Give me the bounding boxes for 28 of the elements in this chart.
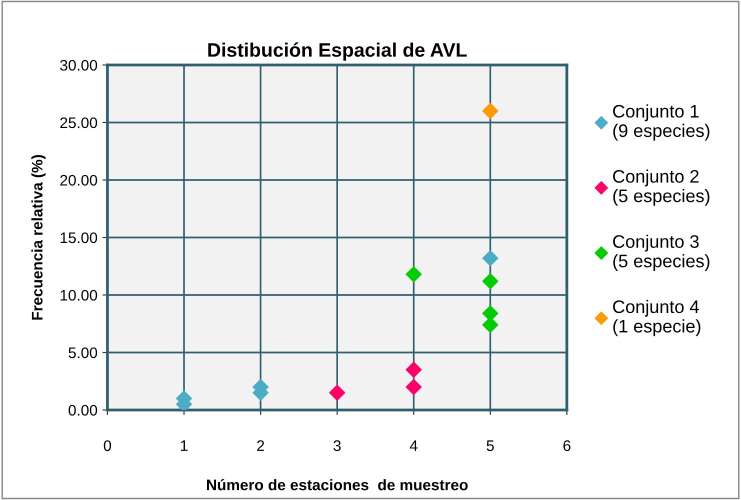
x-tick-label: 5	[486, 440, 494, 452]
y-tick-label: 5.00	[68, 347, 98, 358]
y-axis-title: Frecuencia relativa (%)	[31, 155, 46, 320]
x-tick-label: 6	[563, 440, 570, 452]
legend-label: Conjunto 3 (5 especies)	[613, 234, 710, 271]
x-tick-label: 4	[410, 440, 418, 451]
point	[482, 102, 499, 120]
point	[406, 266, 422, 283]
chart-title: Distibución Espacial de AVL	[208, 42, 467, 61]
point	[482, 272, 499, 290]
y-tick-label: 0.00	[68, 404, 98, 416]
y-tick-label: 30.00	[60, 60, 98, 71]
x-tick-label: 3	[333, 440, 341, 452]
y-tick-label: 25.00	[60, 117, 98, 128]
legend-label: Conjunto 1 (9 especies)	[613, 104, 710, 141]
y-tick-label: 20.00	[60, 174, 98, 186]
point	[406, 378, 422, 396]
point	[482, 250, 499, 266]
x-tick-label: 2	[257, 440, 264, 451]
x-axis-title: Número de estaciones de muestreo	[207, 478, 468, 490]
y-tick-label: 15.00	[60, 232, 98, 244]
x-tick-label: 0	[104, 440, 112, 452]
legend-label: Conjunto 2 (5 especies)	[613, 170, 710, 206]
x-tick-label: 1	[180, 440, 188, 451]
y-tick-label: 10.00	[60, 290, 98, 301]
point	[328, 384, 346, 401]
point	[406, 362, 422, 378]
legend-label: Conjunto 4 (1 especie)	[613, 300, 700, 336]
